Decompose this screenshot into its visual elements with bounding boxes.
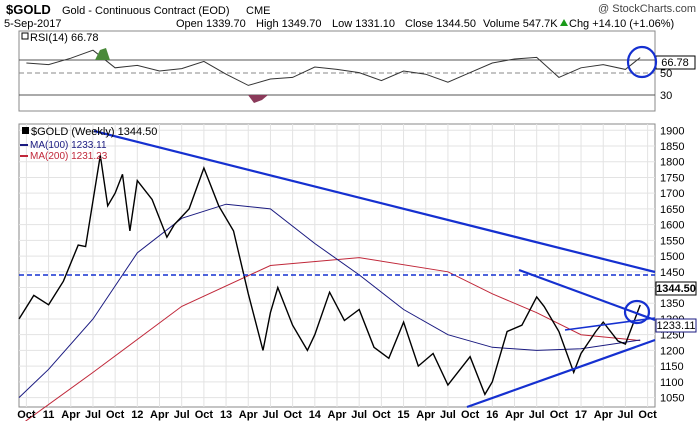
x-axis-labels: Oct 11 Apr Jul Oct 12 Apr Jul Oct 13 Apr Jul Oct 14 Ap… — [17, 409, 657, 421]
x-tick-label: Jul — [440, 409, 456, 421]
x-tick-label: 15 — [397, 409, 409, 421]
rsi-last-value: 66.78 — [661, 57, 689, 69]
low-value: Low 1331.10 — [332, 18, 395, 30]
volume-value: Volume 547.7K — [483, 18, 558, 30]
rsi-line — [26, 49, 641, 86]
rsi-frame — [18, 30, 656, 112]
symbol: $GOLD — [6, 2, 51, 17]
y-tick-label: 1650 — [660, 204, 684, 216]
y-tick-label: 1850 — [660, 141, 684, 153]
channel-lower-line — [564, 317, 656, 331]
x-tick-label: 14 — [309, 409, 322, 421]
x-tick-label: Oct — [17, 409, 36, 421]
y-tick-label: 1350 — [660, 298, 684, 310]
x-tick-label: Oct — [550, 409, 569, 421]
date: 5-Sep-2017 — [4, 18, 62, 30]
x-tick-label: Apr — [594, 409, 614, 421]
y-tick-label: 1150 — [660, 361, 684, 373]
lower-trendline — [466, 338, 656, 409]
x-tick-label: 16 — [486, 409, 498, 421]
x-tick-label: Apr — [416, 409, 436, 421]
legend-marker-price — [22, 127, 29, 134]
rsi-highlight-circle — [626, 45, 658, 79]
legend-ma100: MA(100) 1233.11 — [30, 140, 107, 151]
y-tick-label: 1100 — [660, 377, 684, 389]
last-price-label: 1344.50 — [656, 283, 696, 295]
y-tick-label: 1700 — [660, 188, 684, 200]
y-tick-label: 1050 — [660, 393, 684, 405]
y-tick-label: 1900 — [660, 125, 684, 137]
x-tick-label: Apr — [505, 409, 525, 421]
x-tick-label: Jul — [174, 409, 190, 421]
contract-name: Gold - Continuous Contract (EOD) — [62, 5, 230, 17]
price-legend: $GOLD (Weekly) 1344.50 MA(100) 1233.11 M… — [20, 126, 157, 162]
x-tick-label: Jul — [617, 409, 633, 421]
x-tick-label: Jul — [529, 409, 545, 421]
y-tick-label: 1750 — [660, 172, 684, 184]
rsi-tick-30: 30 — [660, 90, 672, 102]
x-tick-label: Apr — [328, 409, 348, 421]
y-axis-labels: 1900 1850 1800 1750 1700 1650 1600 1550 1500 1450… — [660, 125, 684, 404]
x-tick-label: Apr — [150, 409, 170, 421]
rsi-label: RSI(14) 66.78 — [30, 32, 98, 44]
y-tick-label: 1600 — [660, 220, 684, 232]
x-tick-label: Jul — [351, 409, 367, 421]
x-tick-label: Oct — [195, 409, 214, 421]
price-highlight-circle — [623, 299, 651, 325]
x-tick-label: Apr — [239, 409, 259, 421]
rsi-panel: 70 50 30 66.78 RSI(14) 66.78 — [18, 30, 696, 112]
rsi-legend-marker — [21, 32, 29, 40]
price-panel: 1900 1850 1800 1750 1700 1650 1600 1550 1500 1450… — [17, 123, 697, 421]
x-tick-label: Jul — [262, 409, 278, 421]
x-tick-label: 17 — [575, 409, 587, 421]
up-arrow-icon — [560, 19, 568, 26]
y-tick-label: 1800 — [660, 157, 684, 169]
x-tick-label: Oct — [461, 409, 480, 421]
change-value: Chg +14.10 (+1.06%) — [569, 18, 674, 30]
vertical-gridlines — [25, 124, 649, 407]
legend-ma200: MA(200) 1231.23 — [30, 151, 108, 162]
price-line — [18, 155, 641, 396]
y-tick-label: 1200 — [660, 345, 684, 357]
ma-value-box — [655, 318, 697, 333]
y-tick-label: 1500 — [660, 251, 684, 263]
watermark: @ StockCharts.com — [598, 3, 696, 15]
y-tick-label: 1250 — [660, 330, 684, 342]
x-tick-label: Oct — [638, 409, 657, 421]
ma200-line — [24, 257, 641, 421]
close-value: Close 1344.50 — [405, 18, 476, 30]
ma-value-label: 1233.11 — [657, 320, 696, 332]
channel-upper-line — [518, 268, 656, 322]
legend-price: $GOLD (Weekly) 1344.50 — [31, 126, 157, 138]
exchange: CME — [246, 5, 270, 17]
open-value: Open 1339.70 — [176, 18, 246, 30]
x-tick-label: 13 — [220, 409, 232, 421]
y-tick-label: 1450 — [660, 267, 684, 279]
last-price-box — [655, 281, 697, 296]
x-tick-label: Oct — [106, 409, 125, 421]
x-tick-label: Oct — [283, 409, 302, 421]
upper-trendline — [93, 129, 656, 274]
rsi-oversold-fill — [248, 95, 268, 103]
rsi-tick-50: 50 — [660, 68, 672, 80]
y-tick-label: 1550 — [660, 235, 684, 247]
ma100-line — [18, 203, 641, 398]
x-tick-label: Oct — [372, 409, 391, 421]
x-tick-label: Jul — [85, 409, 101, 421]
x-tick-label: 12 — [131, 409, 143, 421]
high-value: High 1349.70 — [256, 18, 321, 30]
x-tick-label: 11 — [43, 409, 55, 421]
rsi-overbought-fill — [95, 48, 110, 60]
x-tick-label: Apr — [61, 409, 81, 421]
